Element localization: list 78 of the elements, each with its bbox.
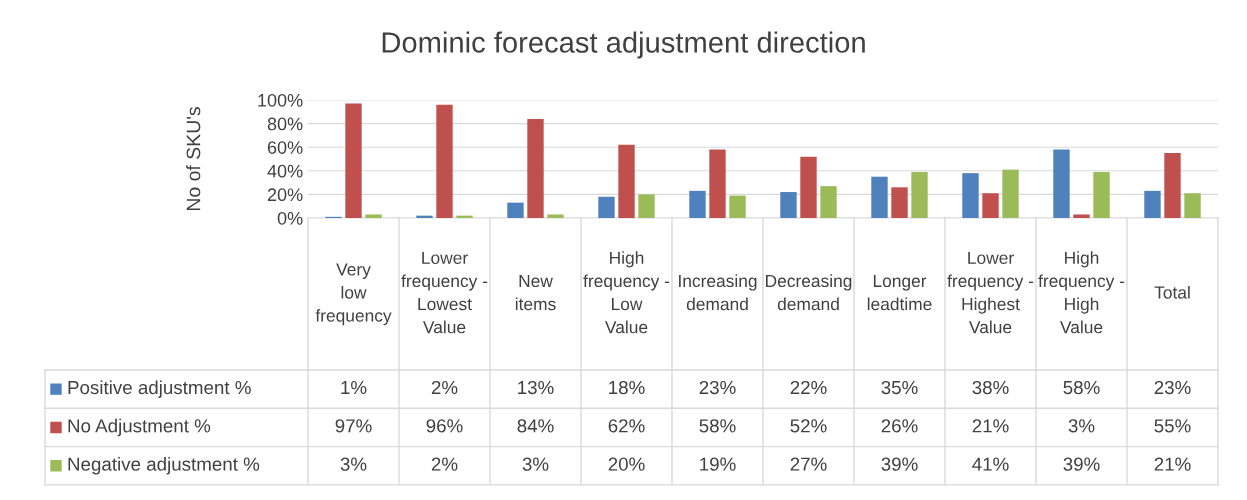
data-label: 23% [1154,380,1191,395]
bar [911,171,928,218]
data-label: 39% [1063,457,1100,471]
bar [982,193,999,218]
y-tick-label: 100% [258,93,303,107]
data-label: 41% [972,457,1009,471]
bar [547,214,564,218]
data-label: 23% [699,380,736,395]
data-label: 52% [790,419,827,433]
legend-label: Negative adjustment % [68,457,260,475]
x-tick-label: Total [1154,285,1190,299]
bar [891,187,908,218]
bar [365,214,382,218]
data-label: 39% [881,457,918,471]
bar [436,104,453,218]
data-label: 84% [517,419,554,433]
data-label: 62% [608,419,645,433]
data-label: 38% [972,380,1009,395]
data-label: 1% [341,380,367,395]
data-label: 97% [335,419,372,433]
bar [1093,171,1110,218]
bar [689,190,706,218]
data-label: 13% [518,380,554,395]
bar [1164,153,1181,218]
bar [1144,190,1161,218]
data-label: 27% [790,457,827,471]
data-label: 35% [881,380,918,395]
data-label: 58% [1063,380,1100,395]
y-tick-label: 0% [277,211,303,225]
x-tick-label: New items [515,274,556,311]
bar [709,149,726,218]
data-label: 3% [1068,419,1095,433]
x-tick-label: High frequency - Low Value [583,251,670,334]
bar [820,186,837,218]
chart-title: Dominic forecast adjustment direction [382,31,865,59]
x-tick-label: Increasing demand [679,274,757,311]
data-label: 3% [522,457,549,471]
y-tick-label: 80% [267,117,303,131]
x-tick-label: Longer leadtime [867,274,932,311]
data-label: 3% [340,457,367,471]
legend-label: No Adjustment % [68,418,211,437]
x-tick-label: Lower frequency - Lowest Value [401,251,488,334]
data-label: 58% [699,419,736,433]
bar [638,194,655,218]
y-tick-label: 20% [267,188,303,202]
bar [598,196,615,218]
y-tick-label: 60% [267,141,303,154]
data-label: 2% [431,380,458,395]
y-axis-title: No of SKU's [186,107,201,211]
data-label: 21% [972,419,1009,433]
bar [345,103,362,218]
bar [962,173,979,218]
x-tick-label: Very low frequency [315,263,392,326]
y-tick-label: 40% [267,164,303,178]
data-label: 96% [426,419,463,433]
bar [1184,193,1201,218]
bar [1073,214,1090,218]
bar [507,202,524,218]
bar [527,118,544,218]
bar [1002,169,1019,218]
bar [618,144,635,218]
data-label: 21% [1154,457,1191,471]
x-tick-label: Decreasing demand [766,274,852,311]
data-label: 26% [881,419,918,433]
data-label: 2% [431,457,458,471]
data-label: 55% [1154,419,1191,433]
bar [871,176,888,218]
data-label: 20% [608,457,645,471]
x-tick-label: High frequency - High Value [1038,251,1125,334]
x-tick-label: Lower frequency - Highest Value [947,251,1034,334]
bar [1053,149,1070,218]
bar [800,156,817,218]
legend-label: Positive adjustment % [68,380,251,398]
data-label: 22% [790,380,827,395]
bar [780,192,797,218]
data-label: 19% [700,457,736,471]
bar [729,195,746,218]
data-label: 18% [609,380,645,395]
